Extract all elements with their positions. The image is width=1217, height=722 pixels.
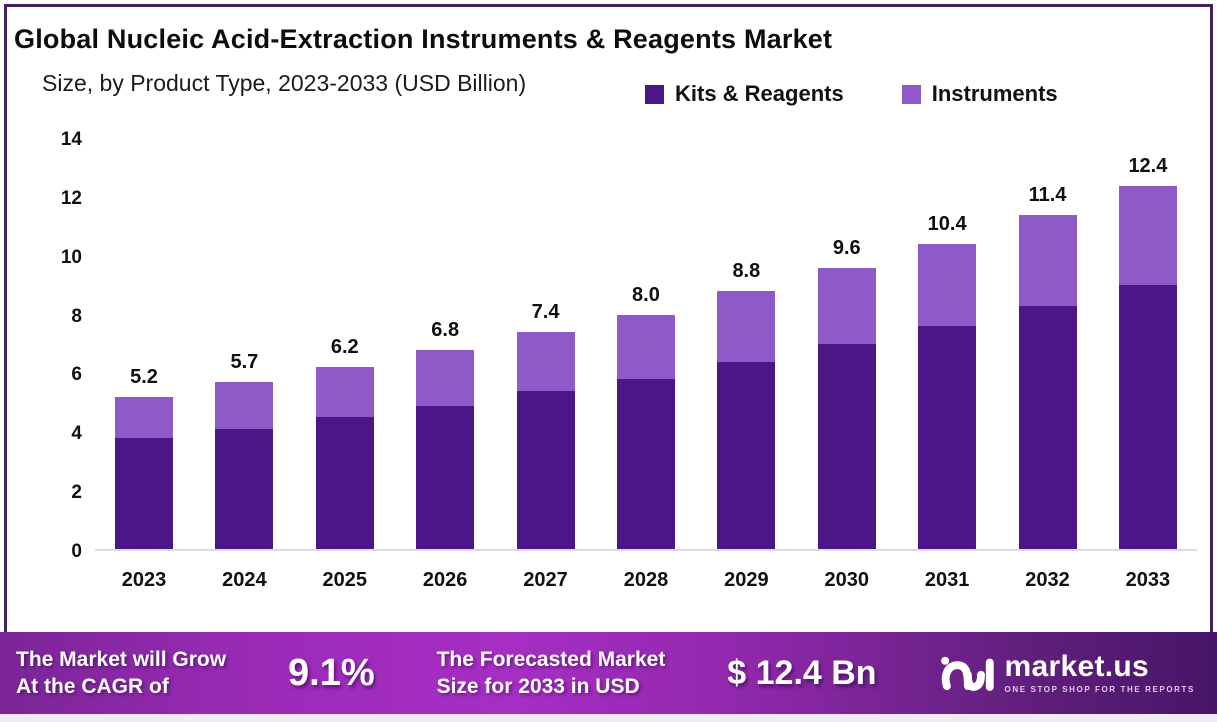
page-subtitle: Size, by Product Type, 2023-2033 (USD Bi…	[42, 70, 527, 96]
x-tick-label: 2028	[623, 569, 669, 591]
bar-value-label: 7.4	[531, 301, 560, 324]
bar-column-2033: 12.4	[1099, 139, 1197, 549]
bar-column-2029: 8.8	[697, 139, 795, 549]
brand-block: market.us ONE STOP SHOP FOR THE REPORTS	[939, 648, 1195, 698]
x-tick-label: 2031	[924, 569, 970, 591]
bar-value-label: 8.0	[632, 283, 660, 306]
bar-segment-kits-reagents-2023	[115, 437, 173, 549]
chart-legend: Kits & Reagents Instruments	[645, 81, 1058, 107]
bar-segment-kits-reagents-2031	[918, 326, 977, 549]
legend-label: Instruments	[931, 81, 1058, 106]
bar-segment-kits-reagents-2025	[315, 417, 374, 549]
bar-segment-instruments-2032	[1018, 215, 1077, 306]
bar-segment-kits-reagents-2026	[416, 405, 475, 549]
y-tick-label: 0	[71, 541, 82, 562]
bar-column-2025: 6.2	[296, 139, 394, 549]
bar-segment-instruments-2031	[918, 244, 977, 327]
bar-value-label: 5.7	[230, 351, 259, 374]
page-title: Global Nucleic Acid-Extraction Instrumen…	[14, 24, 833, 54]
bar-segment-instruments-2030	[817, 267, 876, 344]
plot-area: 5.2 5.7 6.2 6.8 7.4 8.0 8.8 9.6 10.4 11.4 12.4	[95, 139, 1197, 551]
y-tick-label: 12	[60, 187, 82, 209]
bar-value-label: 5.2	[130, 365, 158, 388]
cagr-value: 9.1%	[288, 651, 375, 694]
legend-item-instruments: Instruments	[901, 81, 1058, 107]
bar-segment-instruments-2023	[115, 396, 173, 438]
forecast-value: $ 12.4 Bn	[727, 653, 877, 692]
bar-value-label: 11.4	[1028, 184, 1067, 207]
bar-column-2032: 11.4	[999, 139, 1097, 549]
bar-segment-instruments-2026	[416, 349, 475, 406]
bar-column-2024: 5.7	[195, 139, 293, 549]
bar-segment-instruments-2033	[1118, 185, 1177, 286]
legend-label: Kits & Reagents	[675, 81, 844, 106]
bar-value-label: 6.8	[431, 318, 460, 341]
bar-column-2031: 10.4	[898, 139, 996, 549]
y-tick-label: 10	[60, 246, 82, 268]
bar-value-label: 9.6	[832, 236, 861, 259]
forecast-text: The Forecasted Market Size for 2033 in U…	[437, 646, 666, 701]
y-tick-label: 4	[71, 423, 82, 445]
x-tick-label: 2025	[322, 569, 368, 591]
x-tick-label: 2024	[222, 569, 267, 591]
y-tick-label: 8	[71, 305, 82, 327]
bar-value-label: 10.4	[927, 213, 967, 236]
kits-reagents-swatch-icon	[645, 84, 664, 104]
forecast-text-line2: Size for 2033 in USD	[436, 675, 640, 698]
bar-column-2027: 7.4	[497, 139, 595, 549]
forecast-text-line1: The Forecasted Market	[436, 647, 666, 671]
x-tick-label: 2032	[1025, 569, 1070, 591]
cagr-text: The Market will Grow At the CAGR of	[16, 646, 226, 701]
bar-segment-kits-reagents-2030	[817, 344, 876, 549]
bar-segment-kits-reagents-2028	[616, 379, 675, 549]
bar-segment-instruments-2025	[315, 367, 374, 418]
x-tick-label: 2027	[523, 569, 568, 591]
legend-item-kits-reagents: Kits & Reagents	[645, 81, 844, 107]
bar-segment-kits-reagents-2033	[1118, 285, 1177, 549]
bar-column-2023: 5.2	[95, 139, 193, 549]
y-tick-label: 2	[71, 482, 82, 504]
bar-value-label: 8.8	[732, 260, 761, 283]
cagr-text-line1: The Market will Grow	[16, 647, 227, 671]
marketus-logo-icon	[940, 656, 994, 691]
x-tick-label: 2023	[121, 569, 167, 591]
bar-column-2030: 9.6	[798, 139, 896, 549]
bar-segment-kits-reagents-2029	[717, 361, 776, 549]
bottom-strip	[0, 714, 1217, 722]
y-tick-label: 14	[60, 129, 82, 150]
cagr-text-line2: At the CAGR of	[16, 675, 169, 698]
x-tick-label: 2030	[824, 569, 869, 591]
bar-segment-instruments-2024	[215, 382, 274, 429]
chart-frame	[4, 4, 1213, 714]
x-tick-label: 2026	[422, 569, 468, 591]
brand-tagline: ONE STOP SHOP FOR THE REPORTS	[1004, 685, 1195, 694]
bar-column-2028: 8.0	[597, 139, 695, 549]
bar-segment-instruments-2028	[616, 314, 675, 380]
bottom-banner: The Market will Grow At the CAGR of 9.1%…	[0, 632, 1217, 714]
bar-segment-kits-reagents-2027	[516, 390, 575, 549]
x-tick-label: 2029	[724, 569, 769, 591]
bar-column-2026: 6.8	[396, 139, 494, 549]
brand-name: market.us	[1004, 650, 1149, 683]
y-axis: 0 2 4 6 8 10 12 14	[30, 129, 82, 562]
y-tick-label: 6	[71, 364, 82, 386]
bar-segment-instruments-2027	[516, 332, 575, 391]
bar-value-label: 12.4	[1128, 154, 1168, 177]
bar-segment-kits-reagents-2032	[1018, 305, 1077, 549]
brand-text: market.us ONE STOP SHOP FOR THE REPORTS	[1004, 650, 1195, 695]
bar-value-label: 6.2	[330, 336, 359, 359]
bar-segment-kits-reagents-2024	[215, 428, 274, 549]
instruments-swatch-icon	[901, 84, 921, 104]
bar-segment-instruments-2029	[717, 291, 776, 362]
x-tick-label: 2033	[1125, 569, 1171, 591]
x-axis-labels: 2023 2024 2025 2026 2027 2028 2029 2030 2031 2032…	[95, 569, 1197, 592]
